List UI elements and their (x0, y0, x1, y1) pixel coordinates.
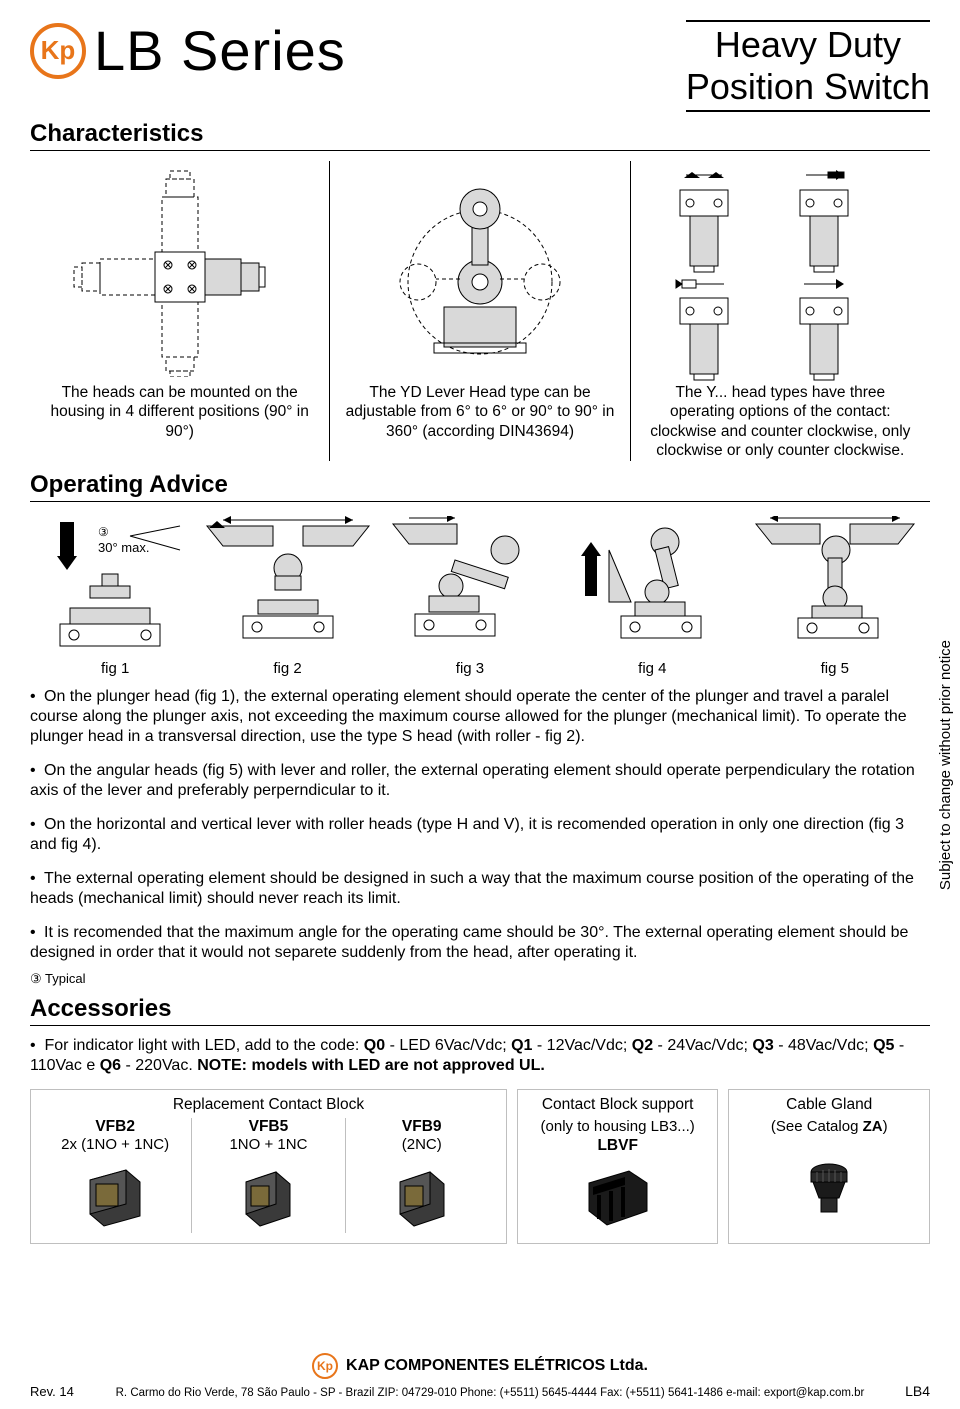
footer-page: LB4 (890, 1383, 930, 1399)
header-left: Kp LB Series (30, 18, 346, 83)
footer-rev: Rev. 14 (30, 1384, 90, 1399)
fig-2: fig 2 (203, 516, 373, 677)
side-note: Subject to change without prior notice (937, 640, 954, 890)
fig-4: fig 4 (567, 516, 737, 677)
acc-desc-3: (2NC) (352, 1136, 492, 1153)
header-right: Heavy Duty Position Switch (686, 18, 930, 114)
acc-note: NOTE: models with LED are not approved U… (197, 1057, 545, 1074)
acc-code-1: VFB2 (45, 1118, 185, 1136)
acc-q6: Q6 (100, 1057, 121, 1074)
svg-text:③: ③ (98, 525, 109, 539)
char-diagram-1 (40, 167, 319, 377)
acc-support-code: LBVF (526, 1137, 710, 1155)
acc-q6d: - 220Vac. (121, 1057, 197, 1074)
acc-pre: For indicator light with LED, add to the… (45, 1037, 364, 1054)
bullet-2: •On the angular heads (fig 5) with lever… (30, 761, 930, 801)
acc-q2: Q2 (632, 1037, 653, 1054)
acc-replacement-block: Replacement Contact Block VFB2 2x (1NO +… (30, 1089, 507, 1244)
bullet-5-text: It is recomended that the maximum angle … (30, 924, 908, 961)
footer-company: KAP COMPONENTES ELÉTRICOS Ltda. (346, 1357, 648, 1375)
fig-label-4: fig 4 (567, 660, 737, 677)
accessories-text: • For indicator light with LED, add to t… (30, 1036, 930, 1078)
characteristics-col-3: The Y... head types have three operating… (630, 161, 930, 461)
bullet-3: •On the horizontal and vertical lever wi… (30, 815, 930, 855)
fig-label-5: fig 5 (750, 660, 920, 677)
acc-item-2: VFB5 1NO + 1NC (191, 1118, 344, 1233)
logo-text: Kp (41, 35, 76, 66)
series-title: LB Series (94, 18, 346, 83)
char-caption-3: The Y... head types have three operating… (641, 383, 920, 461)
char-caption-2: The YD Lever Head type can be adjustable… (340, 383, 619, 441)
acc-support-block: Contact Block support (only to housing L… (517, 1089, 719, 1244)
acc-thumb-3 (352, 1159, 492, 1233)
bullet-4-text: The external operating element should be… (30, 870, 914, 907)
bullet-4: •The external operating element should b… (30, 869, 930, 909)
accessories-grid: Replacement Contact Block VFB2 2x (1NO +… (30, 1089, 930, 1244)
characteristics-col-1: The heads can be mounted on the housing … (30, 161, 329, 461)
fig-label-2: fig 2 (203, 660, 373, 677)
bullet-3-text: On the horizontal and vertical lever wit… (30, 816, 904, 853)
acc-q3d: - 48Vac/Vdc; (774, 1037, 873, 1054)
acc-gland-block: Cable Gland (See Catalog ZA) (728, 1089, 930, 1244)
fig-3: fig 3 (385, 516, 555, 677)
page-header: Kp LB Series Heavy Duty Position Switch (30, 18, 930, 114)
section-accessories-title: Accessories (30, 995, 930, 1023)
char-caption-1: The heads can be mounted on the housing … (40, 383, 319, 441)
acc-q0d: - LED 6Vac/Vdc; (385, 1037, 511, 1054)
acc-code-3: VFB9 (352, 1118, 492, 1136)
fig-5: fig 5 (750, 516, 920, 677)
acc-q1d: - 12Vac/Vdc; (532, 1037, 631, 1054)
bullet-1-text: On the plunger head (fig 1), the externa… (30, 688, 907, 745)
product-title-line1: Heavy Duty (686, 24, 930, 66)
acc-desc-1: 2x (1NO + 1NC) (45, 1136, 185, 1153)
acc-gland-sub-pre: (See Catalog (771, 1118, 863, 1135)
acc-code-2: VFB5 (198, 1118, 338, 1136)
section-characteristics-title: Characteristics (30, 120, 930, 148)
fig-label-1: fig 1 (40, 660, 190, 677)
acc-q2d: - 24Vac/Vdc; (653, 1037, 752, 1054)
acc-q0: Q0 (364, 1037, 385, 1054)
acc-thumb-2 (198, 1159, 338, 1233)
acc-gland-sub: (See Catalog ZA) (737, 1118, 921, 1135)
fig-label-3: fig 3 (385, 660, 555, 677)
fig-1: ③ 30° max. fig 1 (40, 516, 190, 677)
acc-gland-za: ZA (863, 1118, 883, 1135)
acc-q3: Q3 (752, 1037, 773, 1054)
footer-brand: Kp KAP COMPONENTES ELÉTRICOS Ltda. (30, 1353, 930, 1379)
typical-note: ③ Typical (30, 971, 930, 987)
acc-thumb-1 (45, 1159, 185, 1233)
acc-support-header: Contact Block support (526, 1096, 710, 1114)
footer-address: R. Carmo do Rio Verde, 78 São Paulo - SP… (90, 1387, 890, 1399)
characteristics-row: The heads can be mounted on the housing … (30, 161, 930, 461)
acc-item-1: VFB2 2x (1NO + 1NC) (39, 1118, 191, 1233)
bullet-1: •On the plunger head (fig 1), the extern… (30, 687, 930, 747)
characteristics-col-2: The YD Lever Head type can be adjustable… (329, 161, 629, 461)
acc-replacement-header: Replacement Contact Block (39, 1096, 498, 1114)
section-operating-title: Operating Advice (30, 471, 930, 499)
product-title-line2: Position Switch (686, 66, 930, 108)
acc-support-sub: (only to housing LB3...) (526, 1118, 710, 1135)
acc-desc-2: 1NO + 1NC (198, 1136, 338, 1153)
acc-gland-header: Cable Gland (737, 1096, 921, 1114)
operating-bullets: •On the plunger head (fig 1), the extern… (30, 687, 930, 987)
footer-logo-icon: Kp (312, 1353, 338, 1379)
operating-figures-row: ③ 30° max. fig 1 (34, 516, 926, 677)
bullet-5: •It is recomended that the maximum angle… (30, 923, 930, 963)
angle-note: 30° max. (98, 540, 149, 555)
page-footer: Kp KAP COMPONENTES ELÉTRICOS Ltda. Rev. … (0, 1353, 960, 1399)
char-diagram-3 (641, 167, 920, 377)
acc-support-thumb (526, 1161, 710, 1235)
acc-gland-thumb (737, 1151, 921, 1225)
bullet-2-text: On the angular heads (fig 5) with lever … (30, 762, 915, 799)
acc-item-3: VFB9 (2NC) (345, 1118, 498, 1233)
char-diagram-2 (340, 167, 619, 377)
acc-gland-close: ) (883, 1118, 888, 1135)
brand-logo: Kp (30, 23, 86, 79)
acc-q5: Q5 (873, 1037, 894, 1054)
acc-q1: Q1 (511, 1037, 532, 1054)
